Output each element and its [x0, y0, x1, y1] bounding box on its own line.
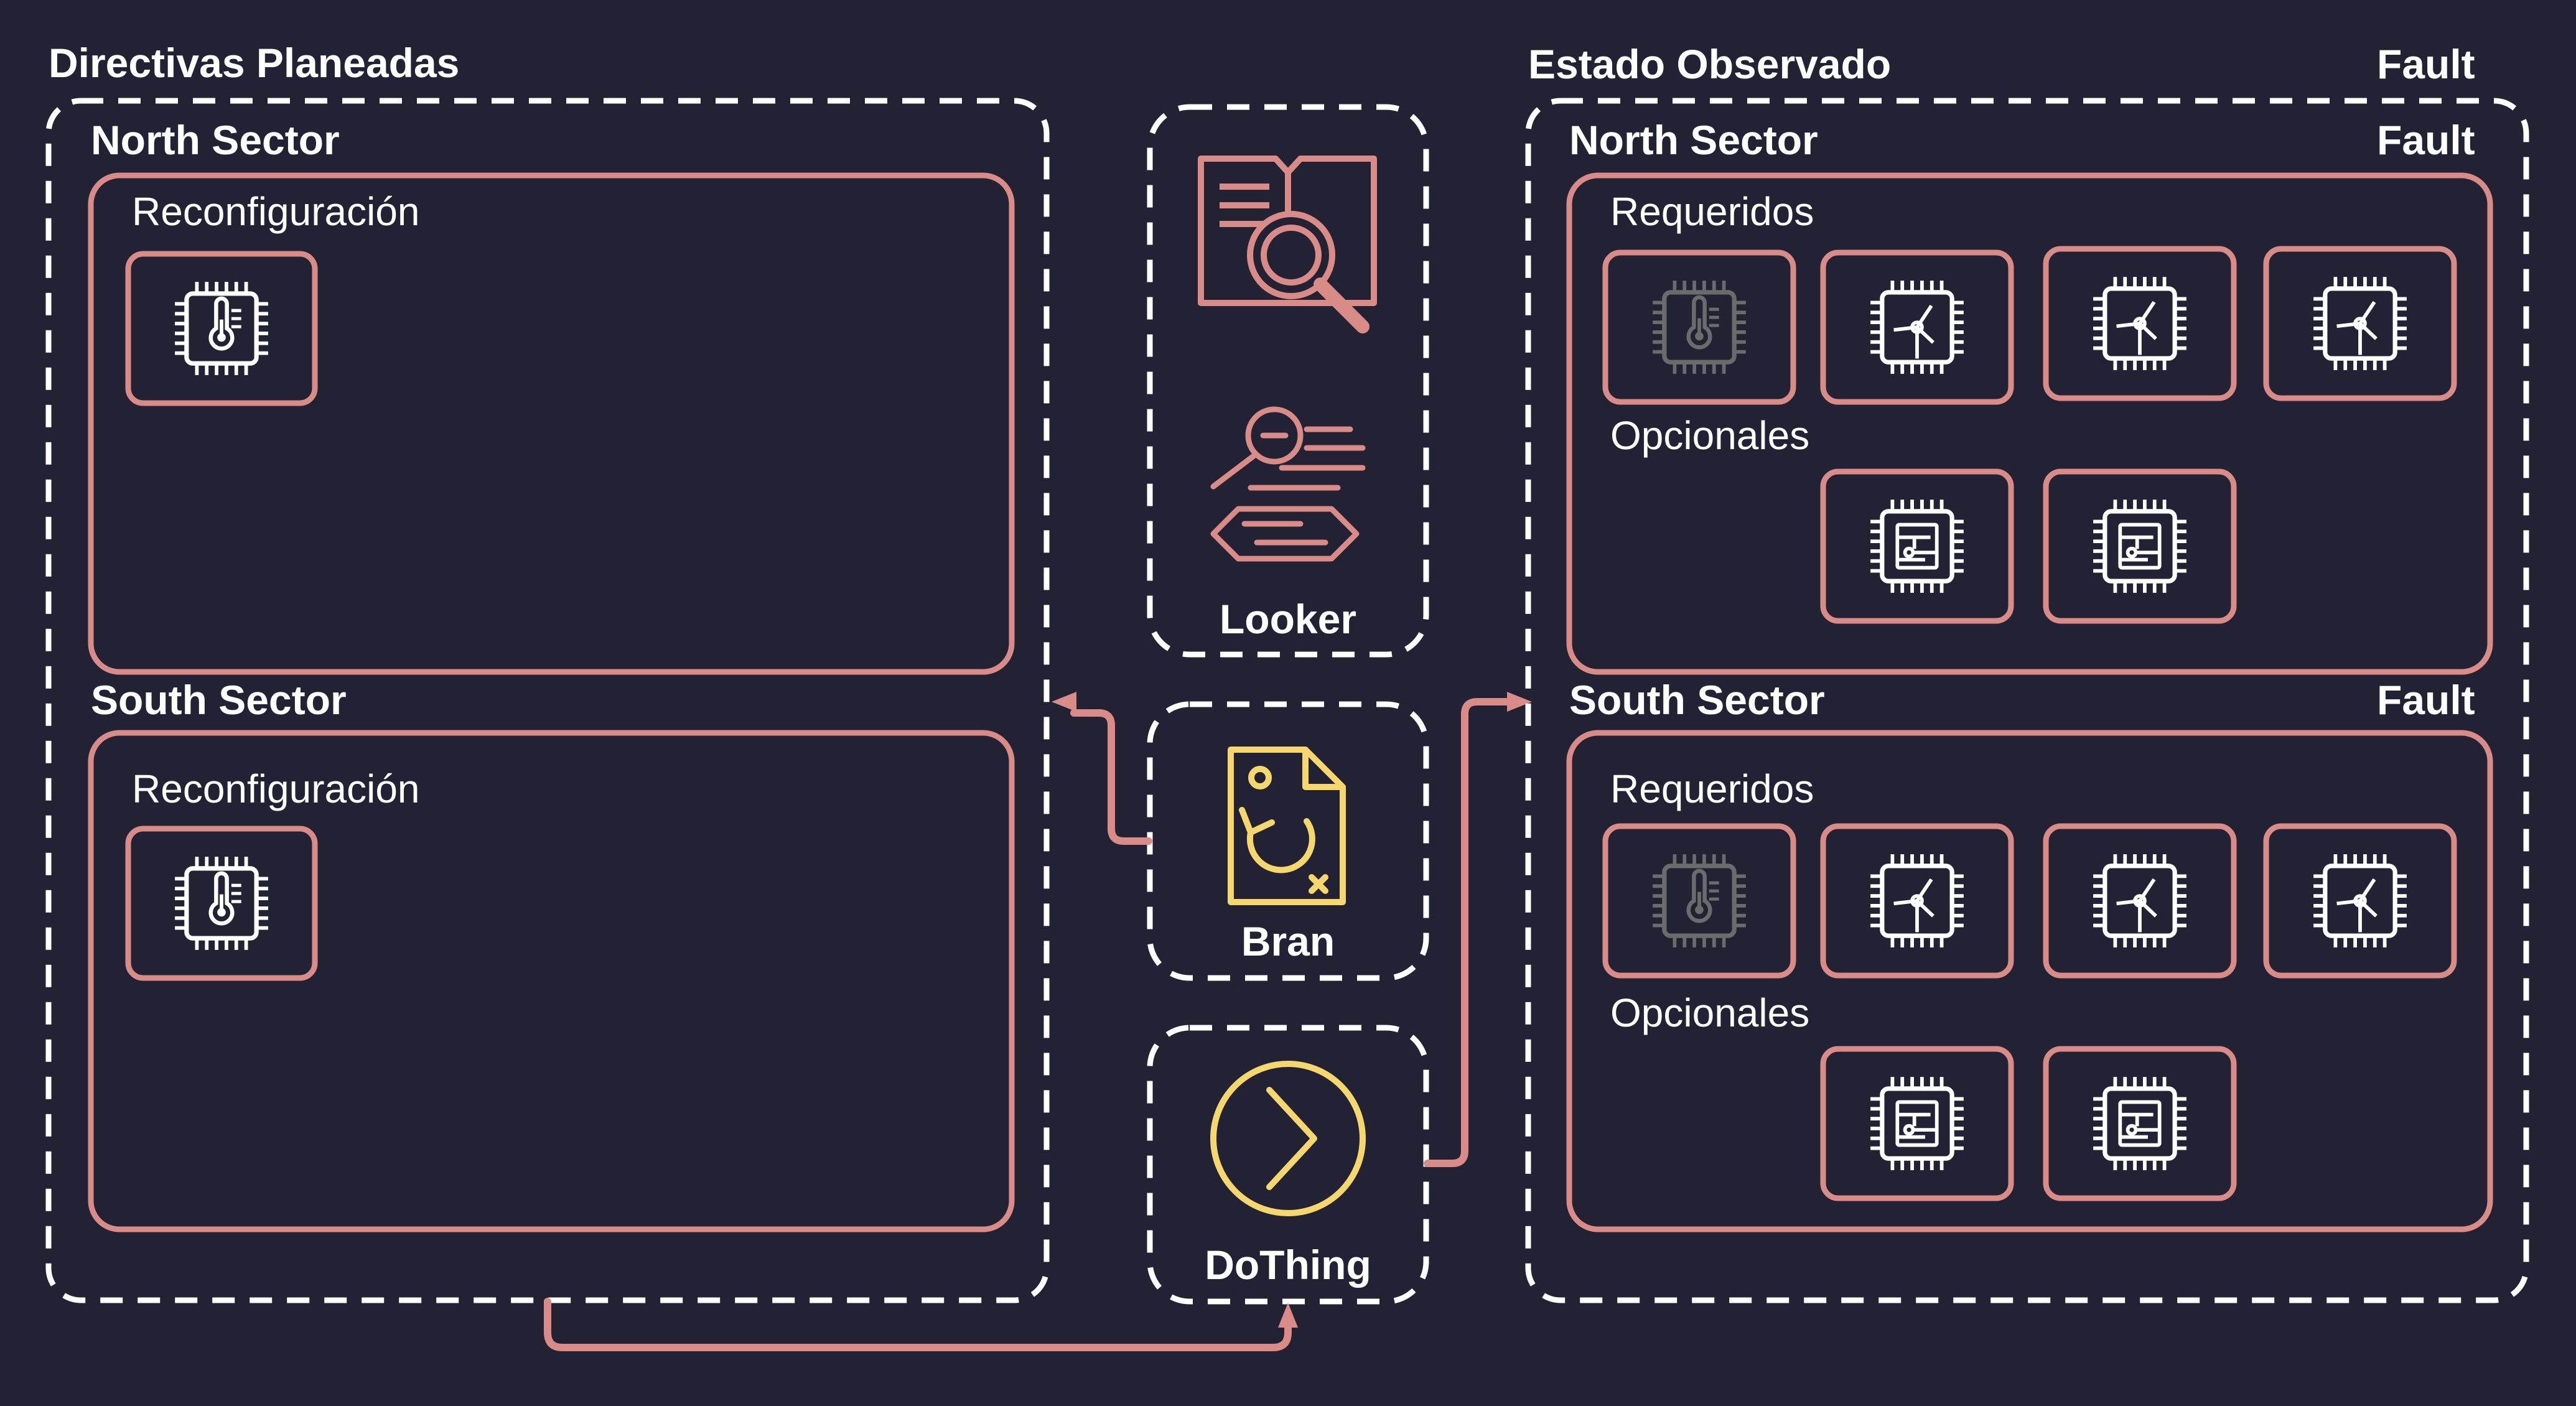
- circuit-chip-icon: [2043, 468, 2237, 624]
- thermometer-chip-icon: [1602, 823, 1796, 979]
- circuit-chip-icon: [1820, 1046, 2014, 1201]
- planned-title: Directivas Planeadas: [49, 40, 460, 86]
- planned-north-box: [88, 172, 1015, 675]
- search-document-icon: [1210, 406, 1366, 562]
- dothing-label: DoThing: [1205, 1242, 1371, 1288]
- planned-south-title: South Sector: [91, 677, 347, 723]
- planned-south-box: [88, 730, 1015, 1232]
- bran-label: Bran: [1241, 918, 1335, 964]
- observed-north-status: Fault: [2377, 117, 2475, 163]
- thermometer-chip-icon: [1602, 249, 1796, 405]
- circuit-chip-icon: [1820, 468, 2014, 624]
- turbine-chip-icon: [1820, 249, 2014, 405]
- observed-north-required-label: Requeridos: [1610, 189, 1814, 234]
- planned-north-title: North Sector: [91, 117, 340, 163]
- arrow-head: [1052, 692, 1076, 712]
- turbine-chip-icon: [2043, 246, 2237, 401]
- turbine-chip-icon: [2043, 823, 2237, 979]
- turbine-chip-icon: [2263, 823, 2457, 979]
- arrow-head: [1278, 1303, 1298, 1328]
- observed-title: Estado Observado: [1528, 41, 1892, 87]
- connector-planned-to-dothing: [544, 1298, 1292, 1351]
- planned-south-section: Reconfiguración: [132, 766, 420, 811]
- book-search-icon: [1198, 156, 1377, 333]
- file-refresh-icon: [1228, 747, 1346, 905]
- observed-south-status: Fault: [2377, 677, 2475, 723]
- thermometer-chip-icon: [125, 251, 318, 406]
- arrow-head: [1507, 692, 1532, 712]
- connector-bran-to-planned: [1070, 709, 1152, 845]
- planned-container: [45, 98, 1050, 1303]
- observed-container: [1525, 98, 2529, 1303]
- observed-north-optional-label: Opcionales: [1610, 413, 1810, 458]
- observed-south-optional-label: Opcionales: [1610, 990, 1810, 1035]
- turbine-chip-icon: [1820, 823, 2014, 979]
- thermometer-chip-icon: [125, 826, 318, 981]
- observed-south-title: South Sector: [1569, 677, 1825, 723]
- turbine-chip-icon: [2263, 246, 2457, 401]
- play-circle-icon: [1210, 1061, 1366, 1216]
- observed-status: Fault: [2377, 41, 2475, 87]
- planned-north-section: Reconfiguración: [132, 189, 420, 234]
- looker-label: Looker: [1219, 596, 1357, 642]
- observed-north-title: North Sector: [1569, 117, 1818, 163]
- circuit-chip-icon: [2043, 1046, 2237, 1201]
- observed-south-box: [1566, 730, 2493, 1232]
- looker-container[interactable]: [1147, 104, 1429, 658]
- observed-south-required-label: Requeridos: [1610, 766, 1814, 811]
- connector-dothing-to-observed: [1424, 698, 1513, 1167]
- observed-north-box: [1566, 172, 2493, 675]
